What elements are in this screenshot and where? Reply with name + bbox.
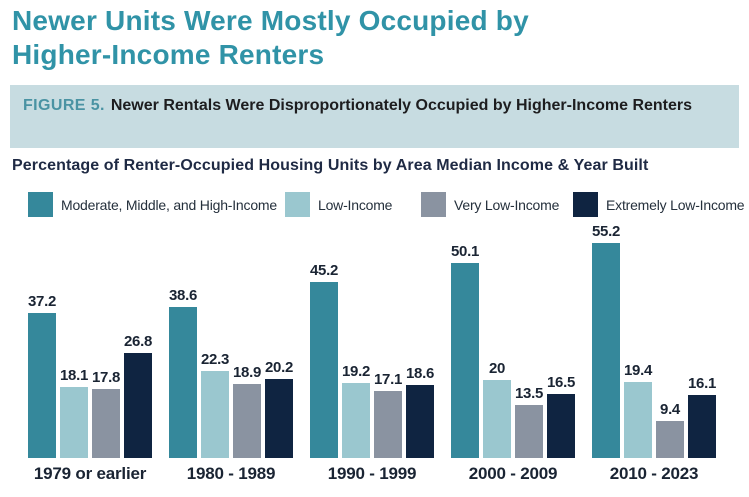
bar: 26.8 xyxy=(124,333,152,458)
bar: 16.1 xyxy=(688,375,716,458)
figure-number-label: FIGURE 5. xyxy=(23,97,105,114)
bar-value-label: 17.8 xyxy=(92,369,120,386)
bar-value-label: 20.2 xyxy=(265,359,293,376)
legend-swatch xyxy=(573,192,598,217)
legend-label: Low-Income xyxy=(318,196,393,213)
bar-value-label: 45.2 xyxy=(310,262,338,279)
legend-swatch xyxy=(421,192,446,217)
legend-swatch xyxy=(285,192,310,217)
bar-value-label: 18.6 xyxy=(406,365,434,382)
bar: 18.6 xyxy=(406,365,434,458)
bar: 17.8 xyxy=(92,369,120,458)
category-label: 1979 or earlier xyxy=(33,464,147,483)
bar: 13.5 xyxy=(515,385,543,458)
bar: 18.9 xyxy=(233,364,261,458)
category-label: 2010 - 2023 xyxy=(609,464,699,483)
figure-title: Newer Rentals Were Disproportionately Oc… xyxy=(110,97,693,114)
bar: 22.3 xyxy=(201,351,229,458)
bar-value-label: 16.5 xyxy=(547,374,575,391)
bar-value-label: 16.1 xyxy=(688,375,716,392)
bar: 9.4 xyxy=(656,401,684,458)
bar-value-label: 55.2 xyxy=(592,223,620,240)
bar-group: 45.2 19.2 17.1 18.6 xyxy=(310,230,434,458)
bar-value-label: 20 xyxy=(488,360,506,377)
bar: 55.2 xyxy=(592,223,620,458)
bar-value-label: 13.5 xyxy=(515,385,543,402)
page-title: Newer Units Were Mostly Occupied by High… xyxy=(12,5,529,70)
bar-group: 38.6 22.3 18.9 20.2 xyxy=(169,230,293,458)
bar-value-label: 17.1 xyxy=(374,371,402,388)
category-label: 1990 - 1999 xyxy=(327,464,417,483)
bar-value-label: 37.2 xyxy=(28,293,56,310)
bar-value-label: 19.2 xyxy=(342,363,370,380)
category-axis: 1979 or earlier 1980 - 1989 1990 - 1999 200… xyxy=(0,464,749,488)
bar-value-label: 38.6 xyxy=(169,287,197,304)
bar: 37.2 xyxy=(28,293,56,458)
legend-item: Moderate, Middle, and High-Income xyxy=(28,192,277,217)
bar: 38.6 xyxy=(169,287,197,458)
bar-group: 50.1 20 13.5 16.5 xyxy=(451,230,575,458)
legend-item: Low-Income xyxy=(285,192,392,217)
legend-swatch xyxy=(28,192,53,217)
bar-group: 55.2 19.4 9.4 16.1 xyxy=(592,223,716,458)
bar: 17.1 xyxy=(374,371,402,458)
bar-value-label: 9.4 xyxy=(660,401,680,418)
legend-label: Very Low-Income xyxy=(454,196,560,213)
bar-chart-plot-area: 37.2 18.1 17.8 26.8 38.6 22.3 18.9 20.2 45.2 19.2… xyxy=(0,223,749,458)
bar: 18.1 xyxy=(60,367,88,458)
bar: 19.2 xyxy=(342,363,370,458)
bar: 20 xyxy=(483,360,511,458)
bar-value-label: 50.1 xyxy=(451,243,479,260)
bar: 20.2 xyxy=(265,359,293,458)
bar-group: 37.2 18.1 17.8 26.8 xyxy=(28,230,152,458)
bar-value-label: 18.1 xyxy=(60,367,88,384)
bar-value-label: 18.9 xyxy=(233,364,261,381)
bar: 50.1 xyxy=(451,243,479,458)
figure-caption-box: FIGURE 5. Newer Rentals Were Disproportio… xyxy=(10,85,739,148)
bar: 19.4 xyxy=(624,362,652,458)
bar-value-label: 26.8 xyxy=(124,333,152,350)
legend-item: Extremely Low-Income xyxy=(573,192,745,217)
category-label: 2000 - 2009 xyxy=(468,464,558,483)
legend-label: Moderate, Middle, and High-Income xyxy=(61,196,277,213)
legend-item: Very Low-Income xyxy=(421,192,559,217)
category-label: 1980 - 1989 xyxy=(186,464,276,483)
bar-value-label: 19.4 xyxy=(624,362,652,379)
bar: 16.5 xyxy=(547,374,575,458)
bar: 45.2 xyxy=(310,262,338,458)
legend-label: Extremely Low-Income xyxy=(606,196,745,213)
chart-legend: Moderate, Middle, and High-Income Low-Inc… xyxy=(0,192,749,218)
bar-value-label: 22.3 xyxy=(201,351,229,368)
chart-subtitle: Percentage of Renter-Occupied Housing Un… xyxy=(12,157,649,174)
